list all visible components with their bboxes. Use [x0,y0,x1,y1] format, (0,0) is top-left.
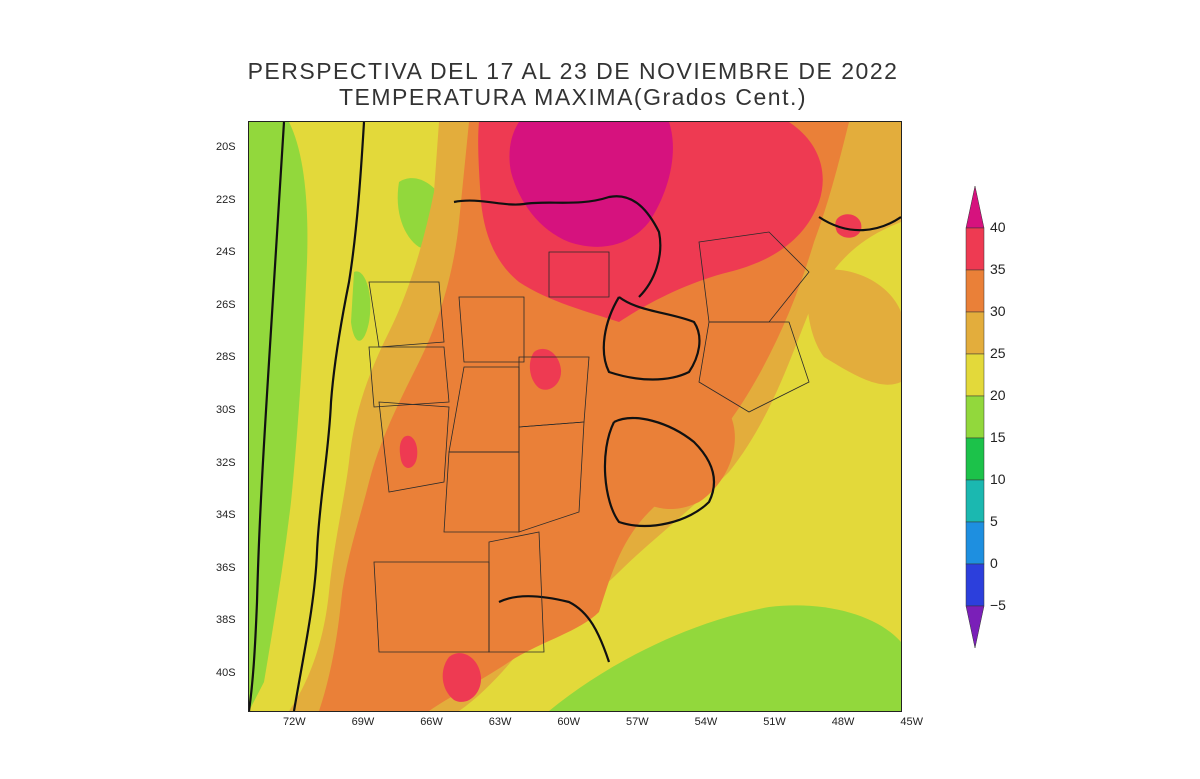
lat-tick-label: 36S [216,561,236,574]
colorbar-segment [965,353,985,397]
field-35-40-spot4 [835,214,862,238]
lat-tick-label: 28S [216,351,236,364]
lat-tick-label: 32S [216,456,236,469]
colorbar-label: 0 [990,555,998,571]
field-25-30-east [807,269,901,385]
colorbar-segment [965,479,985,523]
lat-tick-label: 30S [216,404,236,416]
lon-tick-label: 60W [557,716,581,728]
colorbar-label: 10 [990,471,1006,487]
lat-tick-label: 20S [216,141,236,153]
field-40-plus [509,122,673,247]
country-borders [249,122,901,711]
colorbar-segment [965,227,985,271]
field-15-20-pacific [249,122,308,711]
colorbar-label: 35 [990,261,1006,277]
lat-tick-label: 40S [216,667,236,679]
lon-tick-label: 54W [694,716,718,728]
colorbar-segment [965,395,985,439]
lat-tick-label: 34S [216,509,236,522]
colorbar-label: 15 [990,429,1006,445]
colorbar-segment [965,521,985,565]
colorbar-label: 25 [990,345,1006,361]
lon-tick-label: 51W [763,716,786,728]
temperature-map [248,121,902,712]
field-35-40-spot2 [442,653,482,702]
lon-tick-label: 69W [351,716,375,728]
field-35-40-spot1 [529,348,562,390]
lon-tick-label: 66W [420,716,443,728]
colorbar-segment [965,563,985,607]
lon-tick-label: 63W [488,716,512,728]
colorbar-top-arrow [965,185,985,229]
map-title-line1: PERSPECTIVA DEL 17 AL 23 DE NOVIEMBRE DE… [247,58,899,84]
map-canvas [249,122,901,711]
map-title-line2: TEMPERATURA MAXIMA(Grados Cent.) [338,84,808,110]
lat-tick-label: 38S [216,614,236,627]
colorbar-bottom-arrow [965,605,985,649]
province-borders [368,231,810,653]
colorbar-label: −5 [990,597,1006,613]
lon-tick-label: 45W [900,716,924,728]
field-15-20-south-atlantic [549,605,901,711]
lat-tick-label: 26S [216,298,236,311]
lon-tick-label: 72W [283,716,306,728]
field-35-40-spot3 [399,435,418,468]
colorbar-label: 5 [990,513,998,529]
colorbar-label: 20 [990,387,1006,403]
colorbar-segment [965,437,985,481]
colorbar-label: 40 [990,219,1006,235]
field-30-35-uruguay [610,381,735,510]
field-15-20-andes-mid [351,271,371,341]
lat-tick-label: 22S [216,193,236,206]
colorbar-segment [965,311,985,355]
colorbar-label: 30 [990,303,1006,319]
lon-tick-label: 48W [831,716,855,728]
colorbar-segment [965,269,985,313]
lat-tick-label: 24S [216,246,236,259]
lon-tick-label: 57W [626,716,649,728]
